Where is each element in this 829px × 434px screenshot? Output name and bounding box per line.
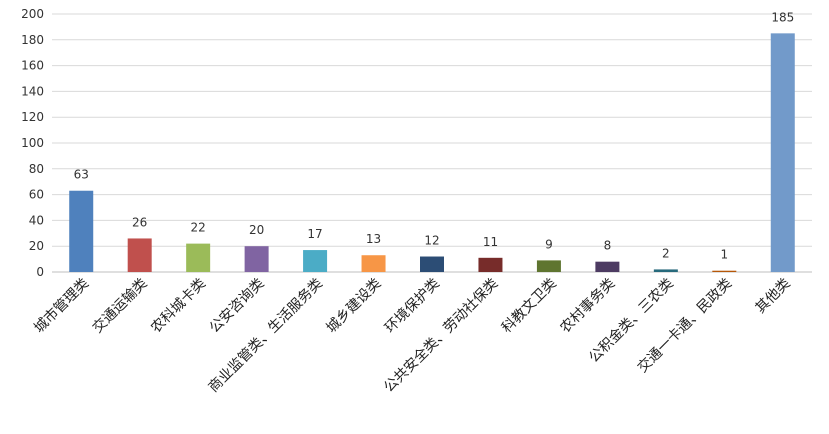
category-label: 公共安全类、劳动社保类 bbox=[380, 275, 501, 396]
y-tick-label: 0 bbox=[36, 265, 44, 279]
category-label: 农村事务类 bbox=[557, 276, 618, 337]
bar bbox=[595, 261, 620, 272]
bar bbox=[186, 243, 211, 272]
data-label: 17 bbox=[307, 227, 322, 241]
bar bbox=[712, 270, 737, 272]
category-label: 公安咨询类 bbox=[207, 276, 268, 337]
y-tick-label: 40 bbox=[29, 213, 44, 227]
data-label: 11 bbox=[483, 235, 498, 249]
data-label: 26 bbox=[132, 215, 147, 229]
category-label: 城乡建设类 bbox=[324, 276, 385, 337]
category-label: 农科城卡类 bbox=[148, 276, 209, 337]
data-labels: 63 26 22 20 17 13 12 11 9 8 2 1 185 bbox=[74, 10, 795, 261]
bar bbox=[127, 238, 152, 272]
data-label: 63 bbox=[74, 168, 89, 182]
bar bbox=[244, 246, 269, 272]
category-label: 其他类 bbox=[753, 276, 794, 317]
data-label: 1 bbox=[720, 248, 728, 262]
category-labels: 城市管理类交通运输类农科城卡类公安咨询类商业监管类、生活服务类城乡建设类环境保护… bbox=[31, 275, 794, 396]
y-tick-label: 120 bbox=[21, 110, 44, 124]
data-label: 8 bbox=[604, 239, 612, 253]
category-label: 城市管理类 bbox=[31, 275, 93, 337]
bar bbox=[536, 260, 561, 272]
category-label: 交通运输类 bbox=[89, 275, 151, 337]
y-tick-label: 80 bbox=[29, 162, 44, 176]
y-tick-label: 160 bbox=[21, 59, 44, 73]
category-label: 科教文卫类 bbox=[499, 276, 560, 337]
data-label: 13 bbox=[366, 232, 381, 246]
y-tick-label: 140 bbox=[21, 84, 44, 98]
data-label: 9 bbox=[545, 237, 553, 251]
y-tick-label: 60 bbox=[29, 188, 44, 202]
data-label: 12 bbox=[424, 234, 439, 248]
bar bbox=[69, 190, 94, 272]
data-label: 22 bbox=[191, 221, 206, 235]
bar bbox=[420, 256, 444, 272]
gridlines bbox=[52, 13, 812, 273]
data-label: 185 bbox=[771, 10, 794, 24]
bar bbox=[361, 255, 386, 272]
bars bbox=[69, 33, 795, 272]
category-label: 环境保护类 bbox=[382, 276, 443, 337]
y-tick-label: 200 bbox=[21, 7, 44, 21]
category-label: 交通一卡通、民政类 bbox=[634, 275, 735, 376]
y-axis-ticks: 0 20 40 60 80 100 120 140 160 180 200 bbox=[21, 7, 44, 279]
bar bbox=[478, 257, 503, 272]
data-label: 2 bbox=[662, 246, 670, 260]
y-tick-label: 20 bbox=[29, 239, 44, 253]
bar bbox=[770, 33, 795, 272]
data-label: 20 bbox=[249, 223, 264, 237]
category-label: 商业监管类、生活服务类 bbox=[206, 276, 326, 396]
y-tick-label: 180 bbox=[21, 33, 44, 47]
y-tick-label: 100 bbox=[21, 136, 44, 150]
bar bbox=[303, 250, 328, 272]
bar bbox=[653, 269, 678, 272]
